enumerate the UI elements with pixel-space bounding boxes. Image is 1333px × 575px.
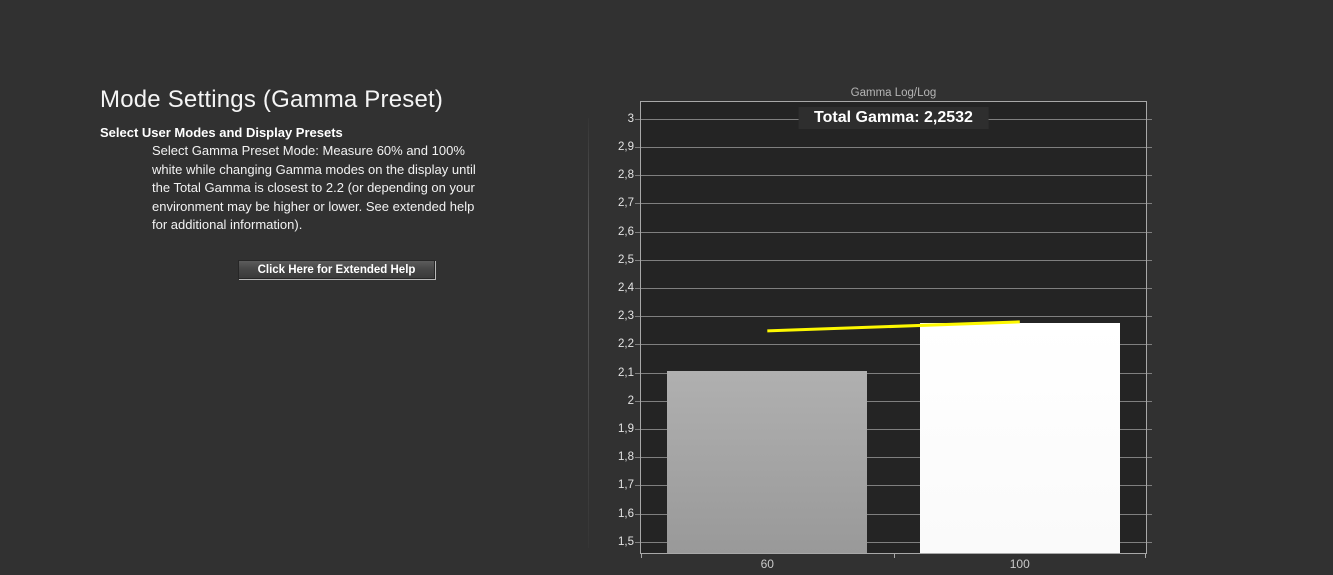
y-tick <box>1147 259 1152 261</box>
y-tick <box>1147 203 1152 205</box>
settings-panel: Mode Settings (Gamma Preset) Select User… <box>100 86 570 306</box>
extended-help-button[interactable]: Click Here for Extended Help <box>238 260 435 279</box>
gridline <box>641 513 1146 515</box>
y-tick <box>1147 457 1152 459</box>
y-tick-label: 1,9 <box>618 422 634 435</box>
instructions-text: Select Gamma Preset Mode: Measure 60% an… <box>152 143 476 232</box>
y-tick <box>1147 541 1152 543</box>
y-tick-label: 1,6 <box>618 507 634 520</box>
y-tick-label: 1,7 <box>618 479 634 492</box>
section-subtitle: Select User Modes and Display Presets <box>100 125 343 140</box>
gridline <box>641 372 1146 374</box>
gridline <box>641 344 1146 346</box>
x-tick <box>893 553 895 558</box>
y-tick-label: 3 <box>627 112 634 125</box>
y-tick <box>1147 400 1152 402</box>
gridline <box>641 457 1146 459</box>
y-tick-label: 2,4 <box>618 282 634 295</box>
x-tick-label: 100 <box>1009 557 1030 571</box>
y-tick <box>635 175 640 177</box>
gridline <box>641 288 1146 290</box>
gridline <box>641 485 1146 487</box>
y-tick <box>635 316 640 318</box>
y-tick-label: 2,3 <box>618 310 634 323</box>
y-tick-label: 2,7 <box>618 197 634 210</box>
x-tick <box>641 553 642 558</box>
gridline <box>641 203 1146 205</box>
y-tick <box>1147 513 1152 515</box>
y-tick <box>635 203 640 205</box>
y-tick <box>635 541 640 543</box>
y-tick <box>1147 485 1152 487</box>
y-tick-label: 2,6 <box>618 225 634 238</box>
x-tick <box>1145 553 1146 558</box>
gridline <box>641 175 1146 177</box>
y-tick <box>1147 428 1152 430</box>
gamma-trend-line <box>767 320 1020 333</box>
y-tick <box>635 118 640 120</box>
y-tick <box>1147 175 1152 177</box>
page-title: Mode Settings (Gamma Preset) <box>100 86 444 113</box>
y-tick <box>635 513 640 515</box>
y-tick <box>1147 231 1152 233</box>
y-tick-label: 2,1 <box>618 366 634 379</box>
y-tick-label: 2,8 <box>618 169 634 182</box>
plot-area: Total Gamma: 2,2532 <box>640 101 1147 554</box>
y-tick <box>635 259 640 261</box>
gridline <box>641 231 1146 233</box>
y-tick <box>635 372 640 374</box>
bar-100 <box>919 322 1120 553</box>
gridline <box>641 147 1146 149</box>
y-tick-label: 2,5 <box>618 253 634 266</box>
panel-divider <box>588 118 589 548</box>
y-tick-label: 2,9 <box>618 141 634 154</box>
y-tick <box>1147 316 1152 318</box>
y-tick-label: 2 <box>627 394 634 407</box>
gridline <box>641 316 1146 318</box>
gamma-chart: Gamma Log/Log Total Gamma: 2,2532 3 2,9 2,… <box>600 80 1160 575</box>
chart-title: Gamma Log/Log <box>850 87 937 99</box>
bar-60 <box>667 371 868 553</box>
gridline <box>641 428 1146 430</box>
y-tick <box>635 428 640 430</box>
gridline <box>641 259 1146 261</box>
y-tick <box>1147 147 1152 149</box>
gridline <box>641 541 1146 543</box>
y-tick <box>1147 288 1152 290</box>
x-tick-label: 60 <box>760 557 774 571</box>
y-tick <box>1147 118 1152 120</box>
y-tick-label: 1,8 <box>618 451 634 464</box>
y-tick <box>635 231 640 233</box>
y-tick <box>635 400 640 402</box>
total-gamma-label: Total Gamma: 2,2532 <box>798 107 989 129</box>
y-tick-label: 1,5 <box>618 535 634 548</box>
y-tick <box>1147 344 1152 346</box>
y-tick-label: 2,2 <box>618 338 634 351</box>
y-tick <box>635 457 640 459</box>
y-tick <box>1147 372 1152 374</box>
y-tick <box>635 288 640 290</box>
gridline <box>641 400 1146 402</box>
y-tick <box>635 485 640 487</box>
y-tick <box>635 344 640 346</box>
y-tick <box>635 147 640 149</box>
